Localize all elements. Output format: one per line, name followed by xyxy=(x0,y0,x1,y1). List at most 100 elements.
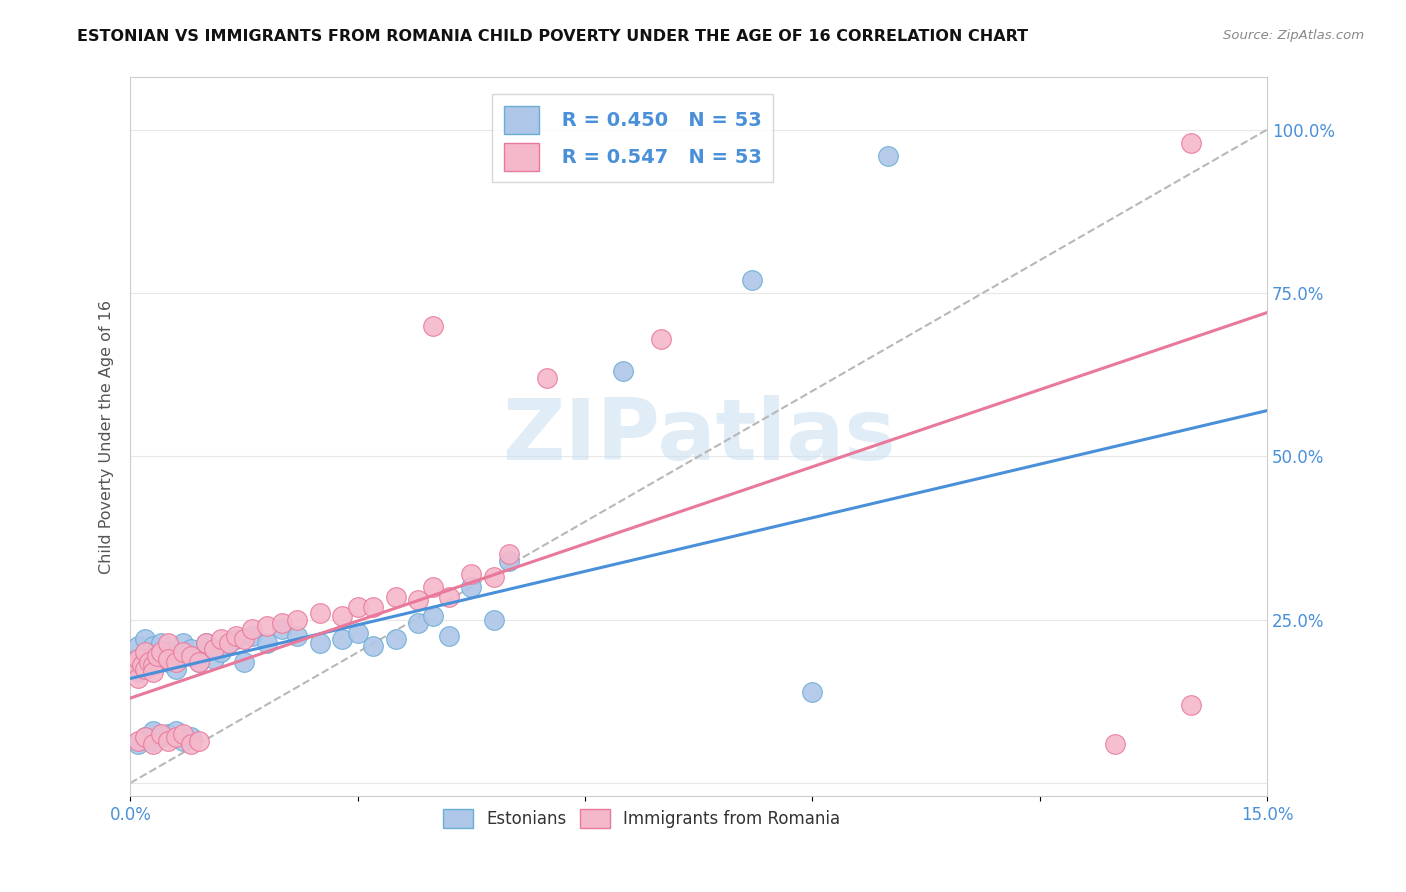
Point xyxy=(285,629,308,643)
Point xyxy=(165,662,187,676)
Point xyxy=(142,733,165,747)
Point xyxy=(195,635,218,649)
Point xyxy=(233,632,256,647)
Point xyxy=(142,723,165,738)
Point xyxy=(165,723,187,738)
Point xyxy=(225,629,247,643)
Point xyxy=(437,629,460,643)
Point xyxy=(157,655,180,669)
Point xyxy=(146,645,169,659)
Point xyxy=(172,635,194,649)
Point xyxy=(138,652,160,666)
Point xyxy=(127,652,149,666)
Point xyxy=(218,635,240,649)
Point xyxy=(157,645,180,659)
Point xyxy=(127,733,149,747)
Point xyxy=(157,635,180,649)
Point xyxy=(165,731,187,745)
Point xyxy=(142,639,165,653)
Point xyxy=(134,662,156,676)
Point xyxy=(134,655,156,669)
Point xyxy=(233,655,256,669)
Point xyxy=(172,645,194,659)
Point xyxy=(482,613,505,627)
Point xyxy=(332,609,354,624)
Point xyxy=(422,580,444,594)
Point xyxy=(346,625,368,640)
Point xyxy=(308,606,330,620)
Point xyxy=(195,635,218,649)
Point xyxy=(187,655,209,669)
Point xyxy=(157,652,180,666)
Point xyxy=(172,648,194,663)
Point xyxy=(877,149,900,163)
Point xyxy=(225,632,247,647)
Point xyxy=(122,652,145,666)
Point xyxy=(122,658,145,673)
Point xyxy=(1180,136,1202,150)
Text: ZIPatlas: ZIPatlas xyxy=(502,395,896,478)
Point xyxy=(157,733,180,747)
Point xyxy=(256,619,278,633)
Point xyxy=(134,731,156,745)
Point xyxy=(131,662,153,676)
Point xyxy=(384,590,406,604)
Point xyxy=(142,658,165,673)
Point xyxy=(308,635,330,649)
Point xyxy=(149,731,172,745)
Point xyxy=(361,599,384,614)
Point xyxy=(202,642,225,657)
Point xyxy=(165,655,187,669)
Point xyxy=(209,645,232,659)
Point xyxy=(149,635,172,649)
Point xyxy=(142,665,165,679)
Point xyxy=(180,642,202,657)
Point xyxy=(142,658,165,673)
Point xyxy=(172,733,194,747)
Point xyxy=(127,737,149,751)
Point xyxy=(138,655,160,669)
Point xyxy=(134,731,156,745)
Point xyxy=(180,737,202,751)
Point xyxy=(498,547,520,561)
Point xyxy=(127,672,149,686)
Point xyxy=(1180,698,1202,712)
Point xyxy=(240,623,263,637)
Point xyxy=(187,655,209,669)
Point xyxy=(285,613,308,627)
Point xyxy=(256,635,278,649)
Point xyxy=(406,593,429,607)
Point xyxy=(180,648,202,663)
Point xyxy=(240,629,263,643)
Point xyxy=(437,590,460,604)
Point xyxy=(202,652,225,666)
Point xyxy=(741,273,763,287)
Point xyxy=(127,665,149,679)
Point xyxy=(149,727,172,741)
Point xyxy=(149,648,172,663)
Point xyxy=(332,632,354,647)
Point xyxy=(650,332,672,346)
Point xyxy=(346,599,368,614)
Point xyxy=(406,615,429,630)
Legend: Estonians, Immigrants from Romania: Estonians, Immigrants from Romania xyxy=(436,802,848,835)
Text: ESTONIAN VS IMMIGRANTS FROM ROMANIA CHILD POVERTY UNDER THE AGE OF 16 CORRELATIO: ESTONIAN VS IMMIGRANTS FROM ROMANIA CHIL… xyxy=(77,29,1028,44)
Point xyxy=(384,632,406,647)
Point xyxy=(187,733,209,747)
Point xyxy=(460,580,482,594)
Point xyxy=(422,318,444,333)
Point xyxy=(422,609,444,624)
Point xyxy=(157,727,180,741)
Point xyxy=(801,684,824,698)
Y-axis label: Child Poverty Under the Age of 16: Child Poverty Under the Age of 16 xyxy=(100,300,114,574)
Point xyxy=(172,727,194,741)
Point xyxy=(142,737,165,751)
Point xyxy=(270,623,292,637)
Point xyxy=(131,658,153,673)
Point xyxy=(361,639,384,653)
Point xyxy=(134,632,156,647)
Point xyxy=(146,648,169,663)
Point xyxy=(149,645,172,659)
Point xyxy=(612,364,634,378)
Point xyxy=(460,566,482,581)
